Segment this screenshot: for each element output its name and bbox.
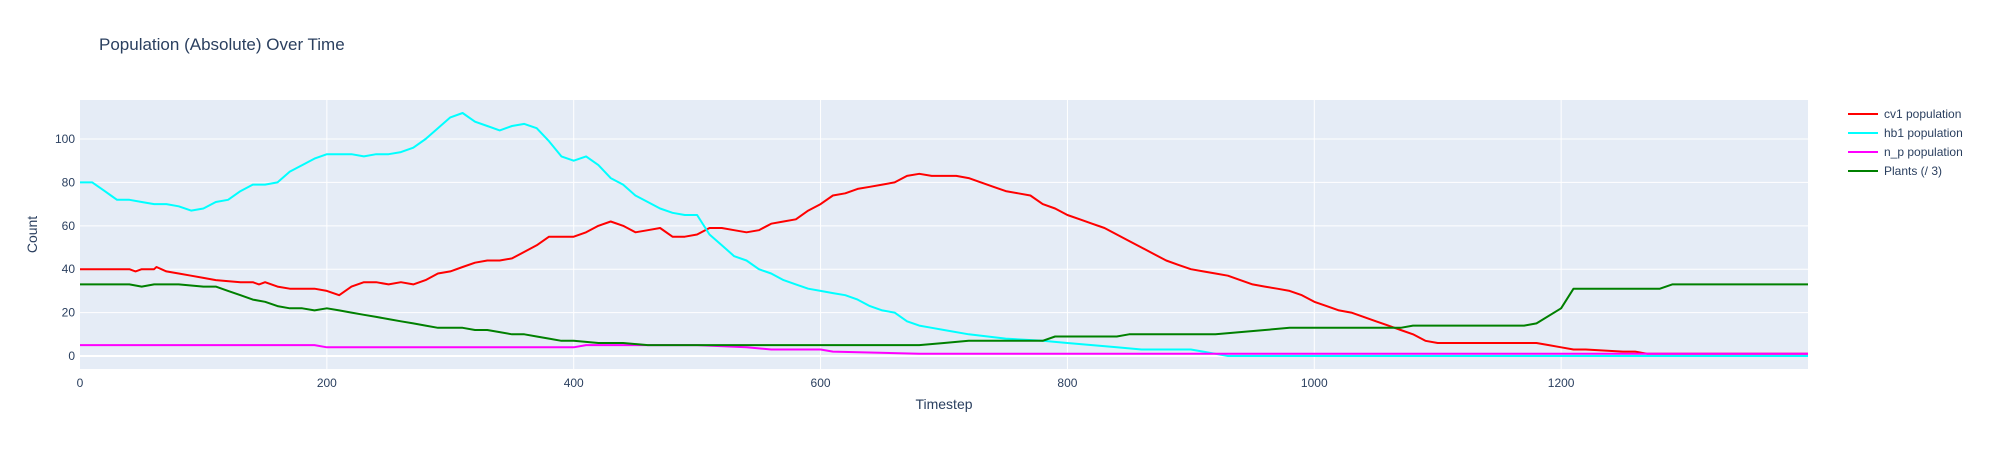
x-tick-label: 1000 — [1301, 376, 1328, 390]
x-axis-title: Timestep — [915, 396, 972, 412]
x-tick-label: 400 — [564, 376, 584, 390]
legend-item[interactable]: n_p population — [1848, 145, 1963, 159]
y-tick-label: 20 — [62, 306, 76, 320]
legend-item[interactable]: cv1 population — [1848, 107, 1961, 121]
x-tick-label: 1200 — [1548, 376, 1575, 390]
legend-label: hb1 population — [1884, 126, 1963, 140]
series-line-3 — [80, 283, 1808, 347]
x-tick-label: 800 — [1057, 376, 1077, 390]
x-axis-ticks: 0 200 400 600 800 1000 1200 — [77, 376, 1575, 390]
y-tick-label: 100 — [55, 132, 75, 146]
y-tick-label: 40 — [62, 262, 76, 276]
legend[interactable]: cv1 population hb1 population n_p populati… — [1848, 107, 1963, 178]
plot-background — [80, 100, 1808, 369]
legend-label: Plants (/ 3) — [1884, 164, 1942, 178]
y-axis-ticks: 0 20 40 60 80 100 — [55, 132, 75, 363]
series-line-1 — [80, 112, 1808, 357]
x-tick-label: 600 — [811, 376, 831, 390]
legend-item[interactable]: Plants (/ 3) — [1848, 164, 1942, 178]
series-layer — [80, 112, 1808, 357]
y-axis-title: Count — [24, 216, 40, 253]
legend-label: cv1 population — [1884, 107, 1961, 121]
y-tick-label: 0 — [68, 349, 75, 363]
y-tick-label: 60 — [62, 219, 76, 233]
gridlines — [80, 100, 1808, 369]
x-tick-label: 0 — [77, 376, 84, 390]
legend-label: n_p population — [1884, 145, 1963, 159]
series-line-2 — [80, 344, 1808, 355]
x-tick-label: 200 — [317, 376, 337, 390]
legend-item[interactable]: hb1 population — [1848, 126, 1963, 140]
series-line-0 — [80, 172, 1808, 355]
chart-title: Population (Absolute) Over Time — [99, 35, 345, 54]
y-tick-label: 80 — [62, 175, 76, 189]
